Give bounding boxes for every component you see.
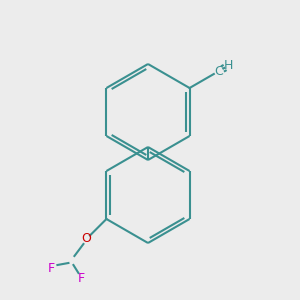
Text: O: O — [82, 232, 92, 245]
Text: C: C — [214, 65, 223, 78]
Text: F: F — [48, 262, 55, 275]
Text: H: H — [224, 59, 233, 72]
Text: F: F — [78, 272, 85, 286]
